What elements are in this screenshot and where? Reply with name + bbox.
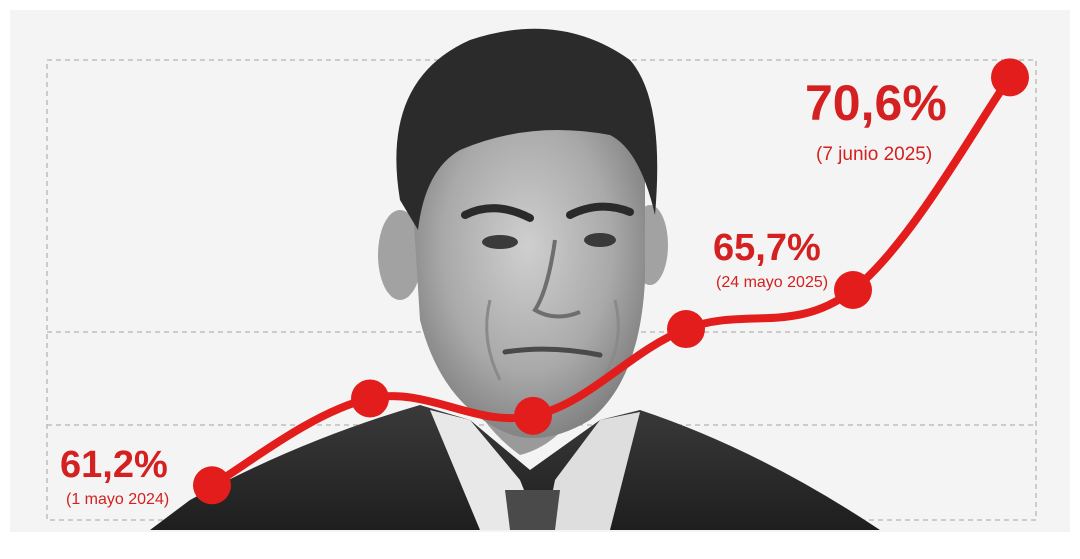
chart-grid (46, 59, 1037, 521)
portrait-photo (150, 28, 880, 530)
annotation-value-3: 70,6% (805, 75, 947, 131)
annotation-value-2: 65,7% (713, 227, 821, 269)
data-point-2 (351, 379, 389, 418)
annotation-date-2: (24 mayo 2025) (716, 274, 828, 291)
data-point-1 (193, 466, 231, 505)
annotation-value-1: 61,2% (60, 444, 168, 486)
annotation-date-1: (1 mayo 2024) (66, 491, 169, 508)
data-point-5 (834, 271, 872, 309)
series-line-group (193, 58, 1029, 505)
data-point-4 (667, 310, 705, 349)
data-point-6 (991, 58, 1029, 97)
data-point-3 (514, 396, 552, 435)
annotation-date-3: (7 junio 2025) (816, 144, 932, 165)
grid-border (46, 59, 1037, 521)
annotation-labels: 61,2% (1 mayo 2024) 65,7% (24 mayo 2025)… (60, 75, 947, 508)
